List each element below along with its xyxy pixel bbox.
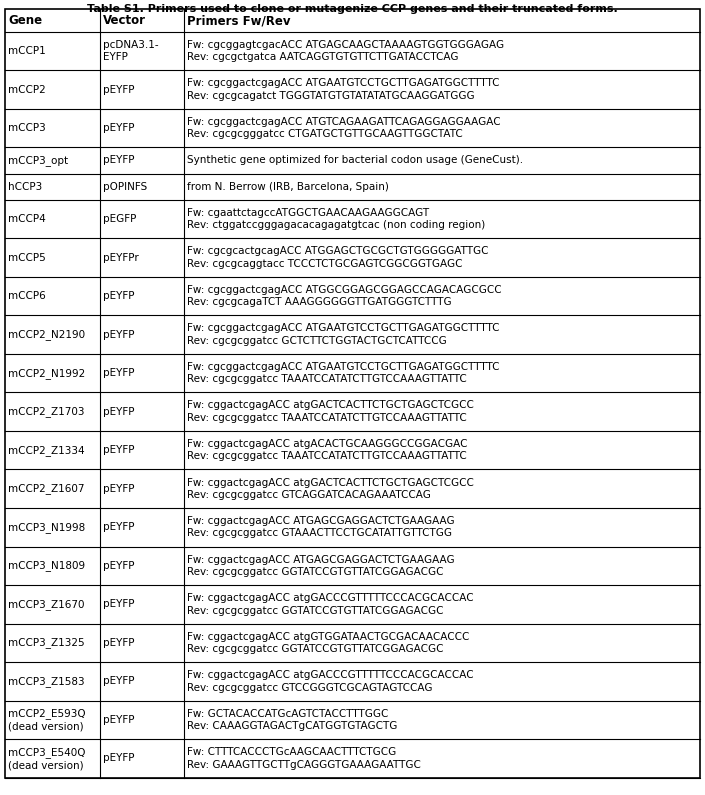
- Text: Fw: cggactcgagACC atgGACCCGTTTTTCCCACGCACCAC
Rev: cgcgcggatcc GGTATCCGTGTTATCGGA: Fw: cggactcgagACC atgGACCCGTTTTTCCCACGCA…: [188, 593, 474, 615]
- Text: mCCP1: mCCP1: [8, 46, 46, 56]
- Text: mCCP3_E540Q
(dead version): mCCP3_E540Q (dead version): [8, 747, 86, 770]
- Text: Gene: Gene: [8, 14, 42, 27]
- Text: pEYFP: pEYFP: [103, 522, 135, 533]
- Text: mCCP6: mCCP6: [8, 291, 46, 301]
- Text: Fw: CTTTCACCCTGcAAGCAACTTTCTGCG
Rev: GАAAGTTGCTTgCAGGGTGAAAGAATTGC: Fw: CTTTCACCCTGcAAGCAACTTTCTGCG Rev: GАA…: [188, 747, 422, 770]
- Text: mCCP2: mCCP2: [8, 84, 46, 95]
- Text: pEYFP: pEYFP: [103, 483, 135, 494]
- Text: Vector: Vector: [103, 14, 146, 27]
- Text: pEYFP: pEYFP: [103, 84, 135, 95]
- Text: mCCP2_Z1607: mCCP2_Z1607: [8, 483, 85, 494]
- Text: Table S1. Primers used to clone or mutagenize CCP genes and their truncated form: Table S1. Primers used to clone or mutag…: [87, 4, 618, 14]
- Text: pEGFP: pEGFP: [103, 214, 137, 224]
- Text: mCCP2_N1992: mCCP2_N1992: [8, 368, 86, 378]
- Text: pEYFP: pEYFP: [103, 638, 135, 648]
- Text: pEYFP: pEYFP: [103, 368, 135, 378]
- Text: pEYFP: pEYFP: [103, 156, 135, 165]
- Text: from N. Berrow (IRB, Barcelona, Spain): from N. Berrow (IRB, Barcelona, Spain): [188, 181, 389, 192]
- Text: mCCP3_N1998: mCCP3_N1998: [8, 522, 86, 533]
- Text: Fw: cggactcgagACC atgGACTCACTTCTGCTGAGCTCGCC
Rev: cgcgcggatcc TAAATCCATATCTTGTCC: Fw: cggactcgagACC atgGACTCACTTCTGCTGAGCT…: [188, 401, 474, 423]
- Text: pOPINFS: pOPINFS: [103, 181, 147, 192]
- Text: pEYFP: pEYFP: [103, 560, 135, 571]
- Text: Fw: cggactcgagACC atgACACTGCAAGGGCCGGACGAC
Rev: cgcgcggatcc TAAATCCATATCTTGTCCAA: Fw: cggactcgagACC atgACACTGCAAGGGCCGGACG…: [188, 439, 468, 461]
- Text: pEYFP: pEYFP: [103, 599, 135, 609]
- Text: mCCP3_N1809: mCCP3_N1809: [8, 560, 85, 572]
- Text: Fw: cgcggactcgagACC ATGAATGTCCTGCTTGAGATGGCTTTTC
Rev: cgcgcggatcc GCTCTTCTGGTACT: Fw: cgcggactcgagACC ATGAATGTCCTGCTTGAGAT…: [188, 324, 500, 346]
- Text: Fw: cgcggactcgagACC ATGAATGTCCTGCTTGAGATGGCTTTTC
Rev: cgcgcagatct TGGGTATGTGTATA: Fw: cgcggactcgagACC ATGAATGTCCTGCTTGAGAT…: [188, 79, 500, 101]
- Text: pEYFP: pEYFP: [103, 754, 135, 763]
- Text: Fw: cgcgcactgcagACC ATGGAGCTGCGCTGTGGGGGATTGC
Rev: cgcgcaggtacc TCCCTCTGCGAGTCGG: Fw: cgcgcactgcagACC ATGGAGCTGCGCTGTGGGGG…: [188, 246, 489, 269]
- Text: Fw: cgcggactcgagACC ATGTCAGAAGATTCAGAGGAGGAAGAC
Rev: cgcgcgggatcc CTGATGCTGTTGCA: Fw: cgcggactcgagACC ATGTCAGAAGATTCAGAGGA…: [188, 117, 501, 139]
- Text: mCCP2_N2190: mCCP2_N2190: [8, 329, 85, 340]
- Text: mCCP3_Z1670: mCCP3_Z1670: [8, 599, 85, 610]
- Text: Primers Fw/Rev: Primers Fw/Rev: [188, 14, 291, 27]
- Text: Fw: cggactcgagACC atgGACCCGTTTTTCCCACGCACCAC
Rev: cgcgcggatcc GTCCGGGTCGCAGTAGTC: Fw: cggactcgagACC atgGACCCGTTTTTCCCACGCA…: [188, 670, 474, 692]
- Text: mCCP3_opt: mCCP3_opt: [8, 155, 68, 166]
- Text: mCCP2_E593Q
(dead version): mCCP2_E593Q (dead version): [8, 708, 86, 731]
- Text: Fw: cggactcgagACC ATGAGCGAGGACTCTGAAGAAG
Rev: cgcgcggatcc GGTATCCGTGTTATCGGAGACG: Fw: cggactcgagACC ATGAGCGAGGACTCTGAAGAAG…: [188, 555, 455, 577]
- Text: Fw: cgcggactcgagACC ATGAATGTCCTGCTTGAGATGGCTTTTC
Rev: cgcgcggatcc TAAATCCATATCTT: Fw: cgcggactcgagACC ATGAATGTCCTGCTTGAGAT…: [188, 362, 500, 384]
- Text: mCCP3: mCCP3: [8, 123, 46, 133]
- Text: mCCP2_Z1334: mCCP2_Z1334: [8, 444, 85, 456]
- Text: Fw: GCTACACCATGcAGTCTACCTTTGGC
Rev: CAAАGGTAGACTgCATGGTGTAGCTG: Fw: GCTACACCATGcAGTCTACCTTTGGC Rev: CAAА…: [188, 709, 398, 731]
- Text: pEYFP: pEYFP: [103, 407, 135, 417]
- Text: Fw: cgcggactcgagACC ATGGCGGAGCGGAGCCAGACAGCGCC
Rev: cgcgcagaTCT AAAGGGGGGTTGATGG: Fw: cgcggactcgagACC ATGGCGGAGCGGAGCCAGAC…: [188, 285, 502, 308]
- Text: pEYFP: pEYFP: [103, 677, 135, 686]
- Text: Fw: cggactcgagACC atgGTGGATAACTGCGACAACACCC
Rev: cgcgcggatcc GGTATCCGTGTTATCGGAG: Fw: cggactcgagACC atgGTGGATAACTGCGACAACA…: [188, 632, 470, 654]
- Text: Synthetic gene optimized for bacterial codon usage (GeneCust).: Synthetic gene optimized for bacterial c…: [188, 156, 524, 165]
- Text: pEYFP: pEYFP: [103, 330, 135, 339]
- Text: pcDNA3.1-
EYFP: pcDNA3.1- EYFP: [103, 40, 159, 62]
- Text: Fw: cggactcgagACC atgGACTCACTTCTGCTGAGCTCGCC
Rev: cgcgcggatcc GTCAGGATCACAGAAATC: Fw: cggactcgagACC atgGACTCACTTCTGCTGAGCT…: [188, 478, 474, 500]
- Text: mCCP5: mCCP5: [8, 253, 46, 262]
- Text: pEYFP: pEYFP: [103, 291, 135, 301]
- Text: Fw: cgaattctagccATGGCTGAACAАGAAGGCAGT
Rev: ctggatccgggagacacagagatgtcac (non cod: Fw: cgaattctagccATGGCTGAACAАGAAGGCAGT Re…: [188, 207, 486, 231]
- Text: Fw: cggactcgagACC ATGAGCGAGGACTCTGAAGAAG
Rev: cgcgcggatcc GTAAACTTCCTGCATATTGTTC: Fw: cggactcgagACC ATGAGCGAGGACTCTGAAGAAG…: [188, 516, 455, 538]
- Text: pEYFP: pEYFP: [103, 715, 135, 725]
- Text: mCCP3_Z1583: mCCP3_Z1583: [8, 676, 85, 687]
- Text: pEYFPr: pEYFPr: [103, 253, 139, 262]
- Text: Fw: cgcggagtcgacACC ATGAGCAAGCTAAAAGTGGTGGGAGAG
Rev: cgcgctgatca AATCAGGTGTGTTCT: Fw: cgcggagtcgacACC ATGAGCAAGCTAAAAGTGGT…: [188, 40, 505, 62]
- Text: mCCP3_Z1325: mCCP3_Z1325: [8, 638, 85, 649]
- Text: pEYFP: pEYFP: [103, 445, 135, 456]
- Text: mCCP4: mCCP4: [8, 214, 46, 224]
- Text: mCCP2_Z1703: mCCP2_Z1703: [8, 406, 85, 417]
- Text: hCCP3: hCCP3: [8, 181, 43, 192]
- Text: pEYFP: pEYFP: [103, 123, 135, 133]
